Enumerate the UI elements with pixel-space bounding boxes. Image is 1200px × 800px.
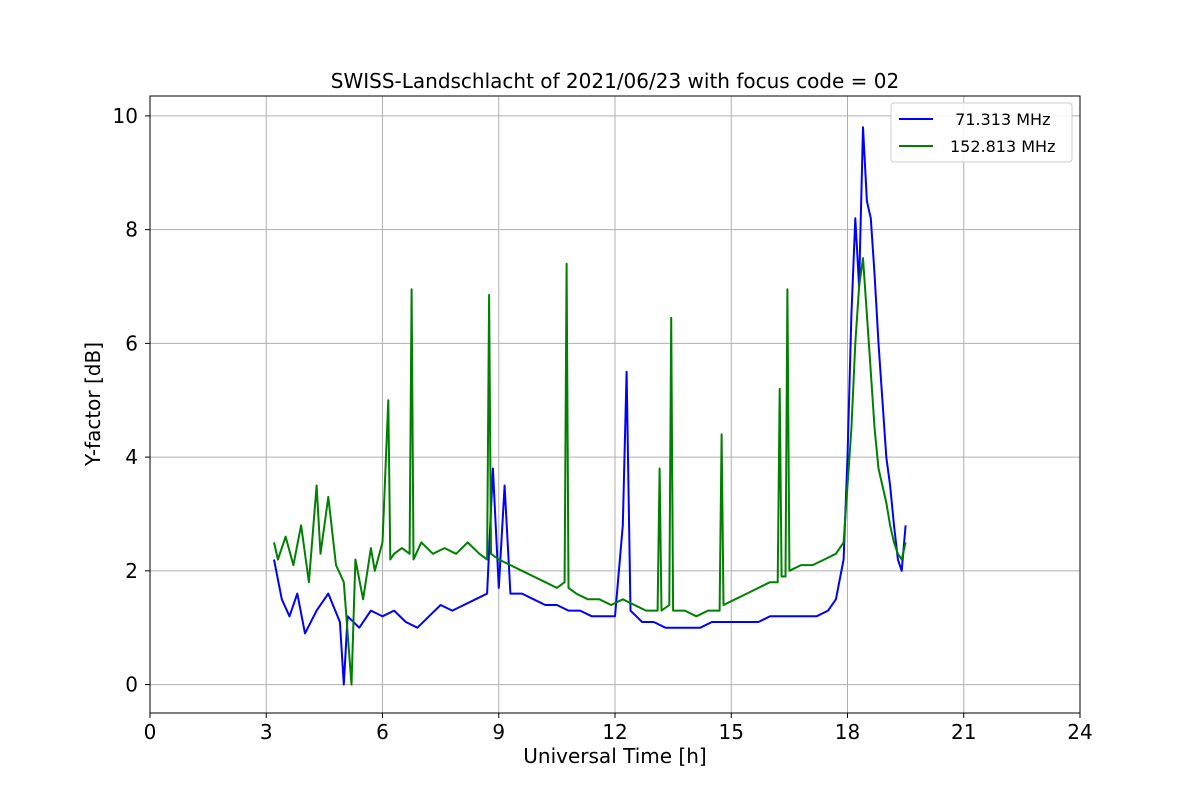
- legend: 71.313 MHz 152.813 MHz: [890, 102, 1073, 163]
- x-tick-label: 3: [260, 720, 273, 744]
- x-tick-label: 9: [492, 720, 505, 744]
- y-tick-label: 8: [125, 218, 138, 242]
- legend-box: [890, 102, 1073, 163]
- x-tick-label: 6: [376, 720, 389, 744]
- x-tick-label: 12: [602, 720, 627, 744]
- x-tick-label: 21: [951, 720, 976, 744]
- y-tick-label: 6: [125, 331, 138, 355]
- series-layer: [273, 126, 907, 686]
- y-tick-label: 10: [113, 104, 138, 128]
- x-axis-label: Universal Time [h]: [523, 744, 706, 768]
- y-tick-label: 4: [125, 445, 138, 469]
- y-tick-label: 2: [125, 559, 138, 583]
- x-tick-label: 15: [719, 720, 744, 744]
- y-axis-label: Y-factor [dB]: [81, 342, 105, 467]
- x-tick-label: 18: [835, 720, 860, 744]
- legend-label-152mhz: 152.813 MHz: [950, 137, 1055, 156]
- y-tick-label: 0: [125, 673, 138, 697]
- legend-label-71mhz: 71.313 MHz: [945, 110, 1050, 129]
- x-tick-label: 0: [144, 720, 157, 744]
- x-tick-label: 24: [1067, 720, 1092, 744]
- chart-title: SWISS-Landschlacht of 2021/06/23 with fo…: [331, 69, 899, 93]
- series-line-152mhz: [273, 257, 907, 686]
